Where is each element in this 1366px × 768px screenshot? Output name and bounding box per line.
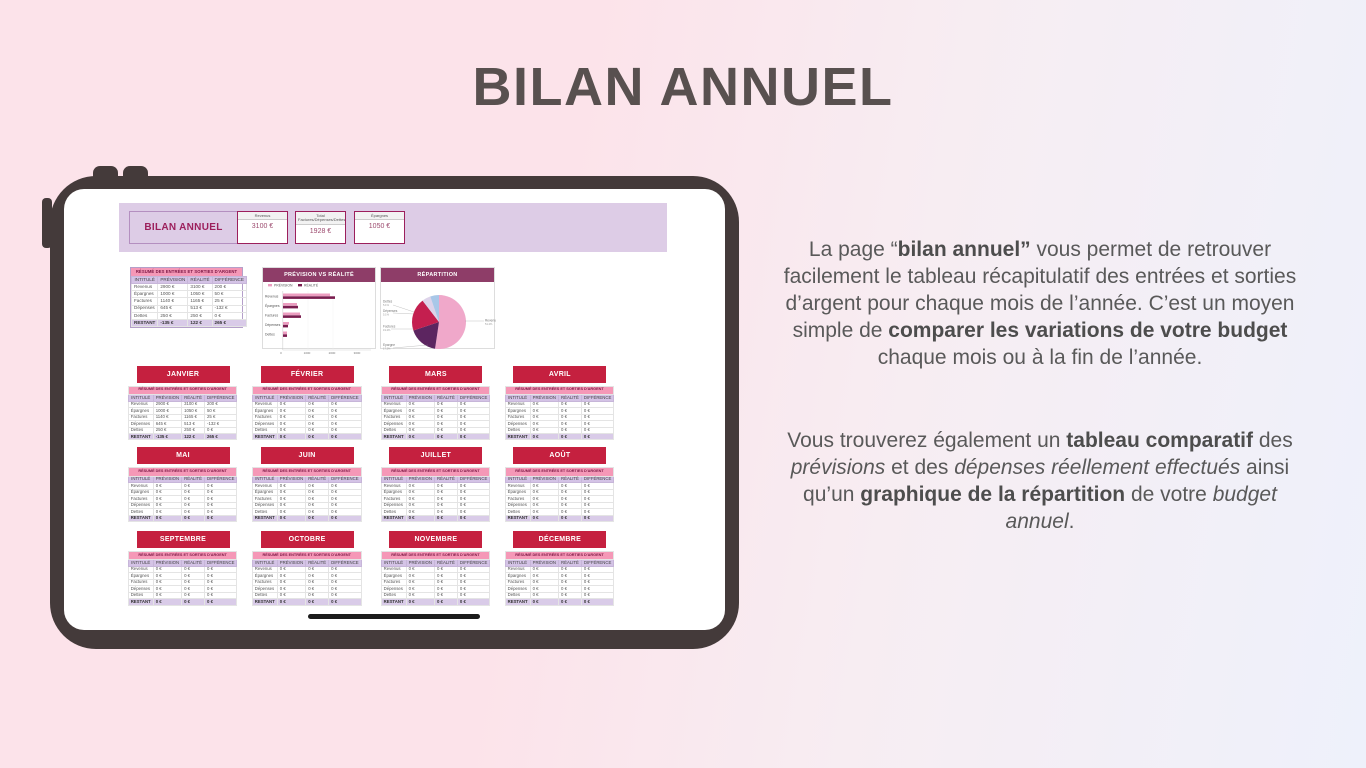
- svg-text:5.1%: 5.1%: [383, 313, 390, 317]
- svg-text:3000: 3000: [354, 351, 361, 355]
- svg-text:1000: 1000: [304, 351, 311, 355]
- svg-text:2000: 2000: [329, 351, 336, 355]
- svg-text:Dettes: Dettes: [265, 333, 275, 337]
- svg-text:51.2%: 51.2%: [485, 322, 493, 326]
- svg-text:Dépenses: Dépenses: [383, 309, 398, 313]
- svg-text:Factures: Factures: [383, 325, 396, 329]
- svg-text:Dépenses: Dépenses: [265, 323, 281, 327]
- svg-text:0: 0: [280, 351, 282, 355]
- svg-text:Revenus: Revenus: [265, 295, 279, 299]
- svg-text:19.2%: 19.2%: [383, 328, 391, 332]
- svg-text:5.1%: 5.1%: [383, 303, 390, 307]
- svg-text:Dettes: Dettes: [383, 300, 393, 304]
- svg-text:RÉALITÉ: RÉALITÉ: [304, 282, 319, 287]
- svg-text:Épargnes: Épargnes: [265, 303, 280, 308]
- svg-text:Epargne: Epargne: [383, 343, 395, 347]
- svg-text:PRÉVISION: PRÉVISION: [274, 282, 293, 287]
- svg-text:Factures: Factures: [265, 314, 278, 318]
- svg-text:17.2%: 17.2%: [383, 347, 391, 351]
- svg-text:Revenus: Revenus: [485, 319, 496, 323]
